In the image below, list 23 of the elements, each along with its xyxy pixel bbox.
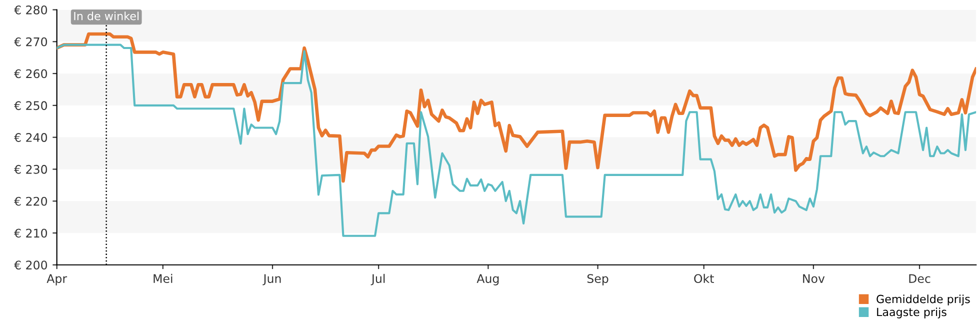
y-tick-label: € 270 <box>14 37 48 46</box>
x-tick-label: Jun <box>262 274 281 286</box>
y-tick-label: € 200 <box>14 260 48 270</box>
line-series <box>56 32 976 183</box>
x-tick-label: Apr <box>46 274 68 286</box>
ref-line-label: In de winkel <box>74 12 139 20</box>
y-tick-label: € 240 <box>14 133 48 142</box>
x-tick-label: Sep <box>587 274 608 286</box>
y-tick-label: € 280 <box>14 5 48 14</box>
x-tick-label: Mei <box>154 274 172 284</box>
x-tick-label: Aug <box>476 274 499 286</box>
y-tick-label: € 220 <box>14 196 48 206</box>
x-tick-label: Dec <box>909 274 930 284</box>
y-tick-label: € 260 <box>14 69 48 78</box>
y-tick-label: € 250 <box>14 101 48 110</box>
x-tick-label: Nov <box>803 274 825 284</box>
y-tick-label: € 230 <box>14 164 48 174</box>
line-series <box>56 44 976 237</box>
x-tick-label: Okt <box>694 274 714 284</box>
legend-label: Laagste prijs <box>877 308 946 318</box>
legend-label: Gemiddelde prijs <box>876 294 970 306</box>
y-tick-label: € 210 <box>14 228 48 238</box>
x-tick-label: Jul <box>370 274 385 286</box>
